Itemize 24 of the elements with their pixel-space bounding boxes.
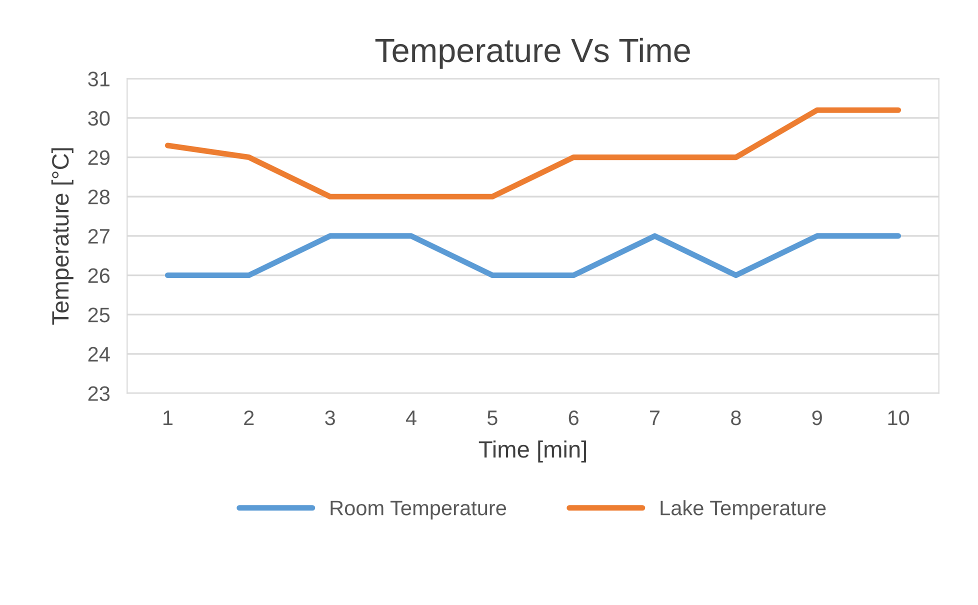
y-tick-label: 31 xyxy=(88,72,110,86)
y-tick-label: 25 xyxy=(88,308,110,322)
legend-label: Room Temperature xyxy=(330,500,506,520)
x-tick-label: 9 xyxy=(812,410,822,426)
y-tick-label: 27 xyxy=(88,228,110,244)
x-tick-label: 6 xyxy=(568,410,578,426)
x-axis-title: Time [min] xyxy=(478,440,586,462)
x-tick-label: 5 xyxy=(487,410,498,426)
x-tick-label: 8 xyxy=(731,410,741,426)
y-tick-label: 26 xyxy=(88,268,110,284)
y-tick-label: 30 xyxy=(88,110,110,126)
y-tick-label: 28 xyxy=(88,190,110,204)
chart-title: Temperature Vs Time xyxy=(375,38,690,69)
y-tick-label: 24 xyxy=(88,346,110,362)
y-tick-label: 29 xyxy=(88,150,110,166)
x-tick-label: 1 xyxy=(164,410,173,426)
x-tick-label: 4 xyxy=(406,410,416,426)
x-tick-label: 10 xyxy=(888,410,910,426)
x-tick-label: 7 xyxy=(650,410,660,426)
y-axis-title: Temperature [°C] xyxy=(51,148,74,325)
legend-label: Lake Temperature xyxy=(660,500,826,520)
x-tick-label: 3 xyxy=(325,410,335,426)
x-tick-label: 2 xyxy=(244,410,254,426)
y-tick-label: 23 xyxy=(88,386,110,402)
